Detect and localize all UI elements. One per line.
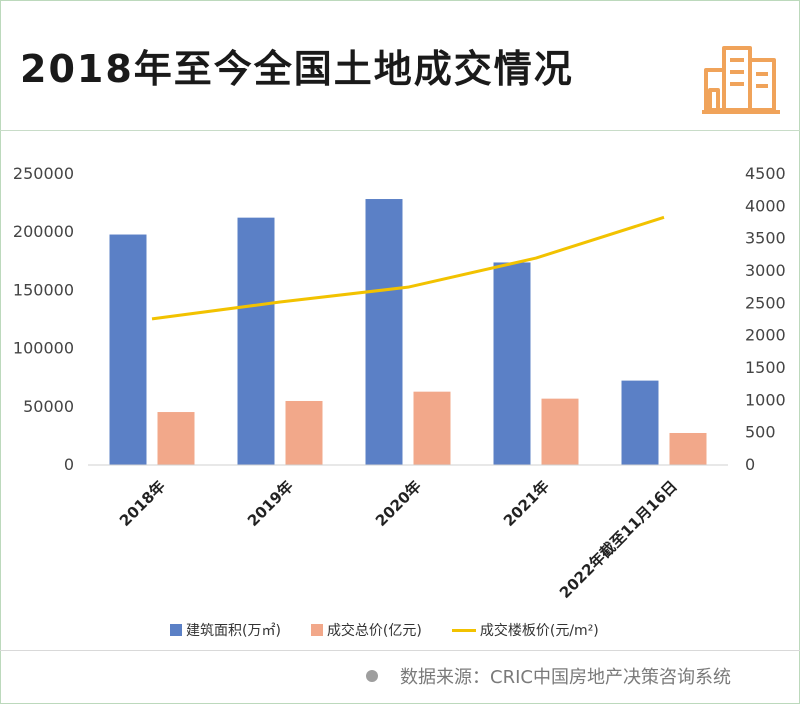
- legend-item-total: 成交总价(亿元): [310, 620, 422, 640]
- page-title: 2018年至今全国土地成交情况: [20, 47, 574, 91]
- bar-area: [237, 217, 275, 465]
- footer-divider: [0, 650, 800, 651]
- y-left-tick-label: 150000: [13, 280, 74, 299]
- x-tick-label: 2019年: [244, 477, 297, 530]
- y-left-tick-label: 100000: [13, 339, 74, 358]
- y-right-tick-label: 1500: [745, 358, 786, 377]
- x-tick-label: 2018年: [116, 477, 169, 530]
- bar-total: [285, 400, 323, 465]
- y-right-tick-label: 4500: [745, 164, 786, 183]
- buildings-icon: [702, 46, 780, 114]
- y-right-tick-label: 3000: [745, 261, 786, 280]
- legend-label-area: 建筑面积(万㎡): [186, 623, 281, 639]
- y-right-tick-label: 2000: [745, 326, 786, 345]
- x-tick-label: 2022年截至11月16日: [556, 477, 681, 602]
- bar-total: [669, 432, 707, 465]
- chart-area: 0 50000 100000 150000 200000 250000 0 500 1000 15…: [0, 140, 800, 645]
- y-left-tick-label: 0: [64, 455, 74, 474]
- bar-area: [493, 262, 531, 465]
- y-right-tick-label: 0: [745, 455, 755, 474]
- y-left-tick-label: 200000: [13, 222, 74, 241]
- y-right-tick-label: 4000: [745, 196, 786, 215]
- bar-area: [365, 199, 403, 465]
- y-left-tick-label: 250000: [13, 164, 74, 183]
- legend-item-price: 成交楼板价(元/m²): [451, 620, 599, 640]
- bullet-dot: [366, 670, 378, 682]
- bar-area: [621, 380, 659, 465]
- legend-swatch-total: [310, 624, 323, 636]
- legend-swatch-price: [451, 628, 476, 632]
- source-text: 数据来源：CRIC中国房地产决策咨询系统: [400, 667, 731, 688]
- y-right-tick-label: 500: [745, 423, 776, 442]
- y-right-tick-label: 3500: [745, 229, 786, 248]
- legend-swatch-area: [170, 624, 182, 636]
- y-right-tick-label: 1000: [745, 390, 786, 409]
- x-tick-label: 2021年: [500, 477, 553, 530]
- y-right-tick-label: 2500: [745, 293, 786, 312]
- header-divider: [0, 130, 800, 131]
- bar-area: [109, 234, 147, 465]
- bar-total: [157, 412, 195, 465]
- y-left-tick-label: 50000: [23, 397, 74, 416]
- legend-label-total: 成交总价(亿元): [326, 623, 422, 639]
- bar-total: [413, 391, 451, 465]
- bar-total: [541, 398, 579, 465]
- line-price: [151, 215, 665, 321]
- footer: 数据来源：CRIC中国房地产决策咨询系统: [366, 664, 731, 688]
- x-tick-label: 2020年: [372, 477, 425, 530]
- header: 2018年至今全国土地成交情况: [0, 0, 800, 118]
- legend-item-area: 建筑面积(万㎡): [170, 620, 281, 640]
- legend-label-price: 成交楼板价(元/m²): [479, 623, 599, 639]
- legend: 建筑面积(万㎡) 成交总价(亿元) 成交楼板价(元/m²): [170, 620, 790, 640]
- chart: 0 50000 100000 150000 200000 250000 0 500 1000 15…: [13, 164, 786, 602]
